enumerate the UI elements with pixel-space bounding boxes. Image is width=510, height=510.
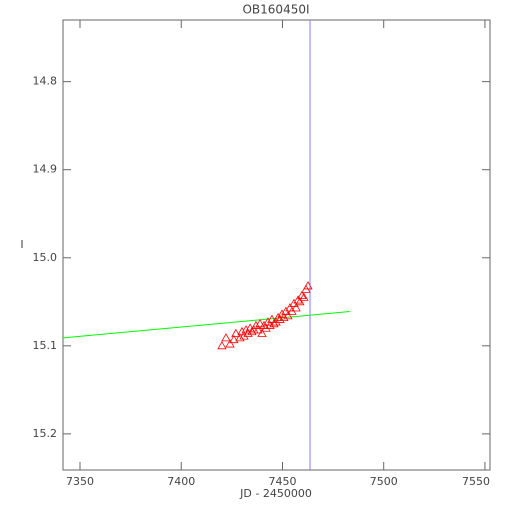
y-tick-label: 15.0 xyxy=(33,251,58,264)
data-point xyxy=(269,319,279,328)
y-tick-label: 15.1 xyxy=(33,339,58,352)
data-point xyxy=(229,334,239,344)
data-point xyxy=(303,281,313,290)
data-point xyxy=(253,325,263,334)
data-point xyxy=(235,333,245,342)
x-tick-label: 7350 xyxy=(66,475,94,488)
x-tick-label: 7450 xyxy=(268,475,296,488)
data-point xyxy=(255,319,265,328)
data-point xyxy=(291,303,301,312)
model-line xyxy=(62,310,350,339)
data-point xyxy=(267,314,277,323)
x-axis-label: JD - 2450000 xyxy=(239,487,312,500)
data-point xyxy=(239,331,249,340)
data-point xyxy=(261,323,271,332)
data-point xyxy=(217,341,227,350)
data-point xyxy=(237,326,247,336)
data-point xyxy=(297,290,307,300)
data-point xyxy=(279,312,289,322)
data-point xyxy=(257,328,267,337)
data-point xyxy=(275,314,285,323)
y-tick-label: 15.2 xyxy=(33,427,58,440)
data-point xyxy=(251,320,261,329)
data-point xyxy=(225,339,235,348)
data-point xyxy=(231,328,241,337)
data-point xyxy=(221,333,231,342)
data-point xyxy=(299,292,309,301)
y-tick-label: 14.9 xyxy=(33,163,58,176)
x-tick-label: 7400 xyxy=(167,475,195,488)
data-point xyxy=(271,317,281,326)
x-tick-label: 7500 xyxy=(370,475,398,488)
chart-title: OB160450I xyxy=(242,3,309,17)
x-tick-label: 7550 xyxy=(462,475,490,488)
data-point xyxy=(247,326,257,336)
plot-frame xyxy=(62,19,491,471)
data-point xyxy=(283,311,293,320)
y-axis-label: I xyxy=(20,238,23,251)
y-tick-label: 14.8 xyxy=(33,75,58,88)
data-point xyxy=(295,296,305,306)
